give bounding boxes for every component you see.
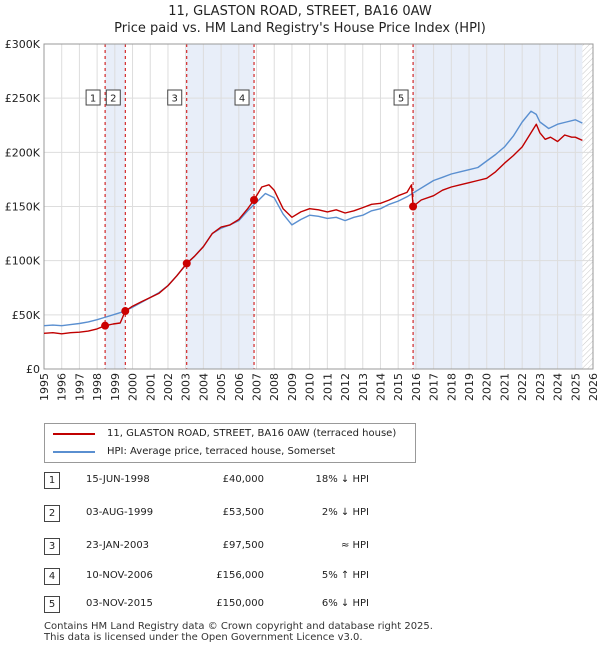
sale-row: 5 03-NOV-2015 £150,000 6% ↓ HPI (44, 594, 564, 614)
sale-point (409, 202, 418, 211)
sale-marker-label: 1 (90, 94, 96, 105)
x-tick-label: 2019 (463, 373, 476, 401)
price-chart: £0 £50K £100K £150K £200K £250K £300K 1995 1996 1… (5, 38, 600, 401)
x-tick-label: 2016 (410, 373, 423, 401)
x-tick-label: 2011 (321, 373, 334, 401)
x-tick-label: 2020 (481, 373, 494, 401)
sale-hpi-comparison: 5% ↑ HPI (321, 570, 369, 581)
x-tick-label: 2007 (251, 373, 264, 401)
sale-point (250, 196, 259, 204)
sale-point (182, 259, 191, 268)
x-tick-label: 2008 (268, 373, 281, 401)
sale-marker-box (167, 89, 183, 106)
chart-subtitle: Price paid vs. HM Land Registry's House … (114, 21, 486, 36)
sale-row: 1 15-JUN-1998 £40,000 18% ↓ HPI (44, 470, 564, 490)
sale-point (121, 307, 130, 316)
sale-date: 10-NOV-2006 (86, 570, 153, 581)
x-tick-label: 1996 (56, 373, 69, 401)
sale-marker-box (85, 89, 101, 106)
x-tick-label: 2022 (516, 373, 529, 401)
x-tick-label: 2005 (215, 373, 228, 401)
sale-price: £156,000 (216, 570, 264, 581)
x-tick-label: 2025 (569, 373, 582, 401)
sale-marker-box (105, 89, 121, 106)
y-tick-label: £300K (5, 38, 41, 51)
chart-title-block: 11, GLASTON ROAD, STREET, BA16 0AW Price… (0, 3, 600, 37)
x-tick-label: 1999 (109, 373, 122, 401)
x-tick-label: 2006 (233, 373, 246, 401)
x-tick-label: 2010 (304, 373, 317, 401)
x-tick-label: 2023 (534, 373, 547, 401)
plot-frame (43, 43, 594, 370)
legend-item-hpi: HPI: Average price, terraced house, Some… (53, 444, 335, 460)
legend-label-hpi: HPI: Average price, terraced house, Some… (107, 446, 336, 457)
x-tick-label: 2001 (144, 373, 157, 401)
sale-price: £40,000 (222, 474, 264, 485)
sale-price: £150,000 (216, 598, 264, 609)
legend-label-property: 11, GLASTON ROAD, STREET, BA16 0AW (terr… (107, 428, 397, 439)
x-tick-label: 2014 (374, 373, 387, 401)
x-tick-label: 2026 (587, 373, 600, 401)
legend-swatch-hpi (53, 451, 95, 453)
sale-date: 03-NOV-2015 (86, 598, 153, 609)
sale-marker-box (234, 89, 250, 106)
x-tick-label: 2003 (180, 373, 193, 401)
sale-marker-box (393, 89, 409, 106)
chart-title: 11, GLASTON ROAD, STREET, BA16 0AW (168, 4, 432, 19)
x-tick-label: 1997 (73, 373, 86, 401)
y-tick-label: £150K (5, 201, 41, 214)
sale-point (101, 321, 110, 330)
sale-price: £53,500 (222, 507, 264, 518)
sale-marker-label: 4 (239, 94, 245, 105)
y-tick-label: £200K (5, 146, 41, 159)
x-tick-label: 2000 (127, 373, 140, 401)
sale-date: 03-AUG-1999 (86, 507, 154, 518)
sale-number-badge: 5 (44, 596, 60, 613)
sale-marker-label: 5 (398, 94, 404, 105)
x-tick-label: 1998 (91, 373, 104, 401)
x-tick-label: 2015 (392, 373, 405, 401)
y-tick-label: £50K (12, 309, 41, 322)
sale-number-badge: 3 (44, 538, 60, 555)
footer-attribution: Contains HM Land Registry data © Crown c… (44, 621, 433, 643)
legend: 11, GLASTON ROAD, STREET, BA16 0AW (terr… (44, 423, 416, 463)
sale-number-badge: 4 (44, 568, 60, 585)
x-tick-label: 2004 (197, 373, 210, 401)
sale-row: 3 23-JAN-2003 £97,500 ≈ HPI (44, 536, 564, 556)
sale-hpi-comparison: ≈ HPI (340, 540, 369, 551)
x-tick-label: 2009 (286, 373, 299, 401)
x-tick-label: 2013 (357, 373, 370, 401)
sale-hpi-comparison: 6% ↓ HPI (321, 598, 369, 609)
footer-licence: This data is licensed under the Open Gov… (44, 632, 363, 643)
legend-swatch-property (53, 433, 95, 435)
x-tick-label: 2018 (445, 373, 458, 401)
x-tick-label: 1995 (38, 373, 51, 401)
y-tick-label: £100K (5, 255, 41, 268)
x-tick-label: 2002 (162, 373, 175, 401)
sale-hpi-comparison: 18% ↓ HPI (315, 474, 369, 485)
sale-price: £97,500 (222, 540, 264, 551)
sale-marker-label: 2 (110, 94, 116, 105)
x-tick-label: 2024 (552, 373, 565, 401)
sale-hpi-comparison: 2% ↓ HPI (321, 507, 369, 518)
sale-number-badge: 2 (44, 505, 60, 522)
sale-row: 2 03-AUG-1999 £53,500 2% ↓ HPI (44, 503, 564, 523)
hpi-line (43, 110, 583, 327)
sale-marker-label: 3 (172, 94, 178, 105)
sale-row: 4 10-NOV-2006 £156,000 5% ↑ HPI (44, 566, 564, 586)
sale-number-badge: 1 (44, 472, 60, 489)
footer-copyright: Contains HM Land Registry data © Crown c… (44, 621, 433, 632)
y-tick-label: £250K (5, 92, 41, 105)
x-tick-label: 2021 (498, 373, 511, 401)
y-tick-label: £0 (26, 363, 40, 376)
sale-date: 23-JAN-2003 (86, 540, 150, 551)
property-price-line (43, 123, 583, 335)
sale-date: 15-JUN-1998 (86, 474, 150, 485)
legend-item-property: 11, GLASTON ROAD, STREET, BA16 0AW (terr… (53, 426, 396, 442)
x-tick-label: 2012 (339, 373, 352, 401)
x-tick-label: 2017 (428, 373, 441, 401)
